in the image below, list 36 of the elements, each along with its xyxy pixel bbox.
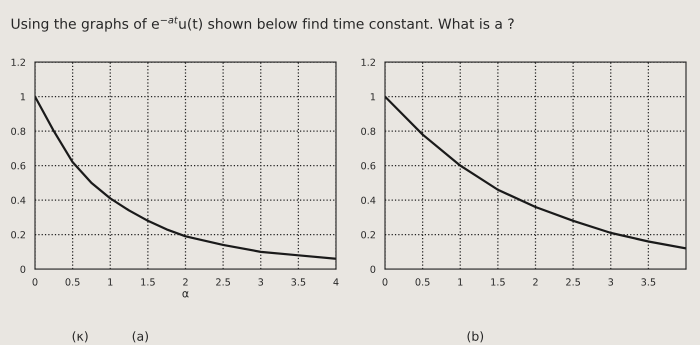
x-tick-label: 2 [533,278,538,286]
y-tick-label: 1 [370,93,376,100]
text: (κ) [72,331,88,342]
x-tick-label: 3.5 [641,278,656,286]
y-tick-label: 0 [370,266,376,273]
x-tick-label: 2 [183,278,188,286]
text: (b) [468,331,484,342]
x-tick-label: 2.5 [216,278,230,286]
x-tick-label: 0 [32,278,38,286]
x-tick-label: 1 [458,278,462,286]
y-tick-label: 1 [20,93,26,100]
x-tick-label: 0.5 [416,278,430,286]
y-tick-label: 1.2 [362,58,375,66]
x-tick-label: 1 [108,278,112,286]
x-tick-label: 1.5 [491,278,505,286]
x-tick-label: 1.5 [141,278,155,286]
y-tick-label: 1.2 [12,58,25,66]
chart-title: Using the graphs of e$^{−at}$u(t) shown below find time constant. What is a ? [12,16,514,32]
x-tick-label: 0 [382,278,388,286]
y-tick-label: 0.6 [361,162,376,170]
x-tick-label: 3 [608,278,614,286]
text: (a) [132,331,148,342]
y-tick-label: 0.2 [361,231,375,238]
x-axis-title: α [182,291,189,298]
y-tick-label: 0.8 [11,128,26,135]
x-tick-label: 3 [258,278,264,286]
x-tick-label: 2.5 [566,278,580,286]
y-tick-label: 0 [20,266,26,273]
x-tick-label: 4 [333,278,339,286]
y-tick-label: 0.8 [361,128,376,135]
y-tick-label: 0.4 [361,196,376,204]
x-tick-label: 0.5 [66,278,80,286]
y-tick-label: 0.2 [11,231,25,238]
y-tick-label: 0.4 [11,196,26,204]
x-tick-label: 3.5 [291,278,306,286]
y-tick-label: 0.6 [11,162,26,170]
